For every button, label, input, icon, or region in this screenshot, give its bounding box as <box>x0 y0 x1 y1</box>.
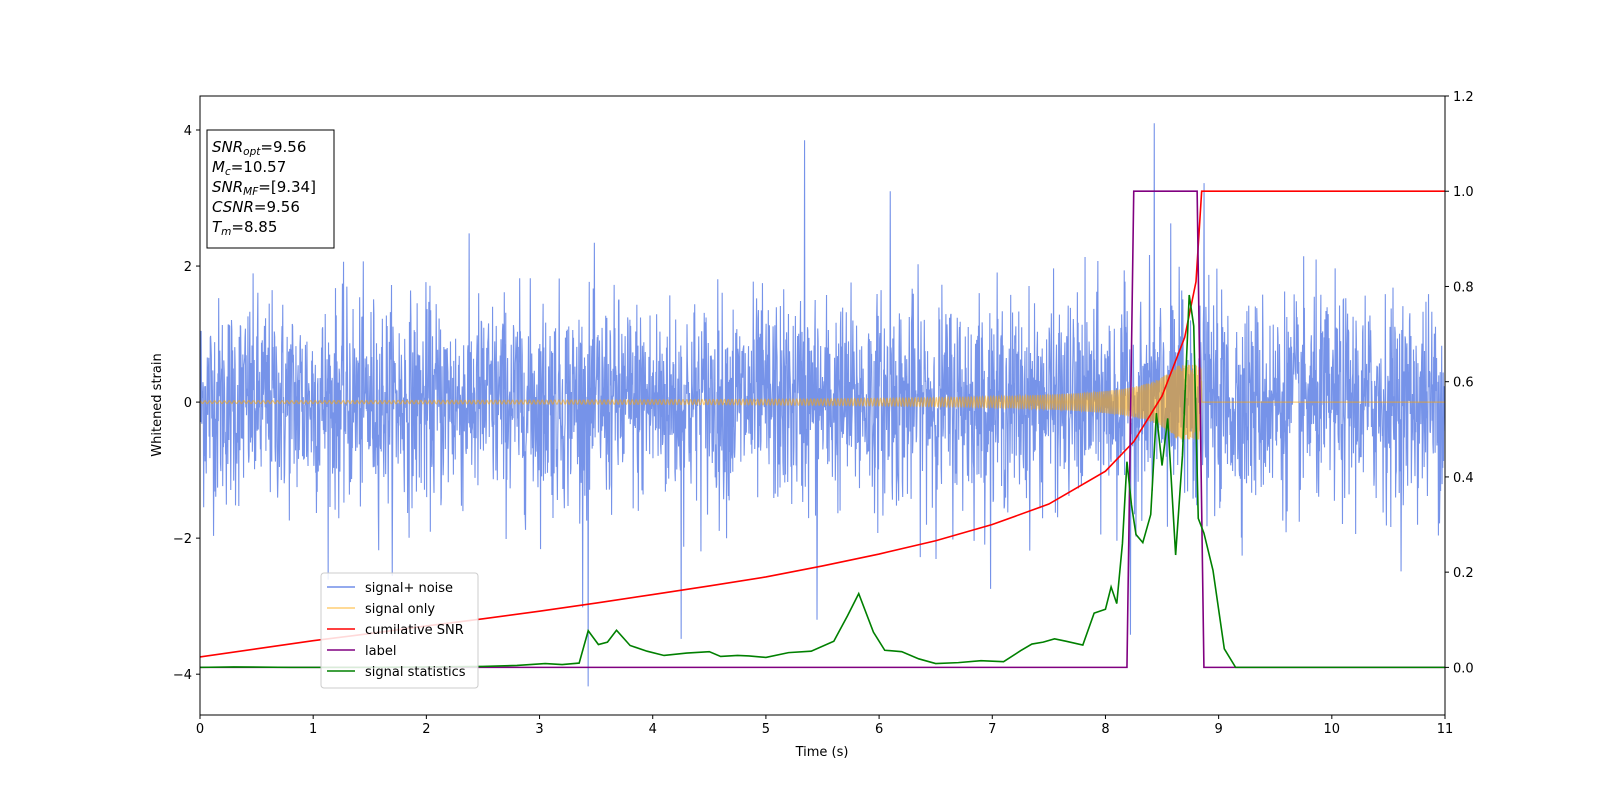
legend-item: signal only <box>327 602 435 617</box>
y-axis-label: Whitened strain <box>150 353 165 456</box>
series-signal-only <box>200 364 1445 440</box>
y-tick-label: 4 <box>184 124 192 139</box>
y-tick-label: −2 <box>173 532 192 547</box>
series-signal-noise <box>200 123 1445 687</box>
x-tick-label: 2 <box>422 722 430 737</box>
legend-item: signal statistics <box>327 665 466 680</box>
x-tick-label: 3 <box>535 722 543 737</box>
legend-label: cumilative SNR <box>365 623 464 638</box>
legend-item: cumilative SNR <box>327 623 464 638</box>
x-tick-label: 10 <box>1324 722 1341 737</box>
y2-tick-label: 0.0 <box>1453 661 1474 676</box>
x-tick-label: 9 <box>1214 722 1222 737</box>
legend-item: label <box>327 644 396 659</box>
annotation-line: Tm=8.85 <box>212 218 277 238</box>
y-tick-label: −4 <box>173 668 192 683</box>
x-tick-label: 0 <box>196 722 204 737</box>
legend-label: signal only <box>365 602 435 617</box>
annotation-line: Mc=10.57 <box>212 158 286 178</box>
series-signal-statistics <box>200 294 1445 669</box>
y2-tick-label: 1.2 <box>1453 90 1474 105</box>
x-tick-label: 11 <box>1437 722 1454 737</box>
x-tick-label: 1 <box>309 722 317 737</box>
x-tick-label: 7 <box>988 722 996 737</box>
plot-frame <box>199 95 1446 716</box>
y-tick-label: 0 <box>184 396 192 411</box>
legend-frame <box>320 572 479 689</box>
annotation-frame <box>206 129 335 249</box>
x-axis-label: Time (s) <box>795 745 849 760</box>
x-tick-label: 5 <box>762 722 770 737</box>
legend-item: signal+ noise <box>327 581 453 596</box>
legend-label: label <box>365 644 396 659</box>
legend-label: signal+ noise <box>365 581 453 596</box>
x-tick-label: 4 <box>649 722 657 737</box>
x-tick-label: 8 <box>1101 722 1109 737</box>
y2-tick-label: 0.8 <box>1453 280 1474 295</box>
annotation-line: CSNR=9.56 <box>212 198 300 216</box>
annotation-box: SNRopt=9.56Mc=10.57SNRMF=[9.34]CSNR=9.56… <box>206 129 335 249</box>
annotation-line: SNRopt=9.56 <box>212 138 306 158</box>
x-tick-label: 6 <box>875 722 883 737</box>
legend: signal+ noise signal only cumilative SNR la… <box>320 572 479 689</box>
y2-tick-label: 1.0 <box>1453 185 1474 200</box>
axes-layer: 0 1 2 3 4 5 6 7 8 9 10 11 −4 −2 0 2 4 0.0 0.2 0.4 0.6 0.8 1.0 1… <box>173 90 1474 737</box>
annotation-line: SNRMF=[9.34] <box>212 178 316 198</box>
y2-tick-label: 0.4 <box>1453 471 1474 486</box>
y2-tick-label: 0.2 <box>1453 566 1474 581</box>
y-tick-label: 2 <box>184 260 192 275</box>
legend-label: signal statistics <box>365 665 466 680</box>
y2-tick-label: 0.6 <box>1453 376 1474 391</box>
